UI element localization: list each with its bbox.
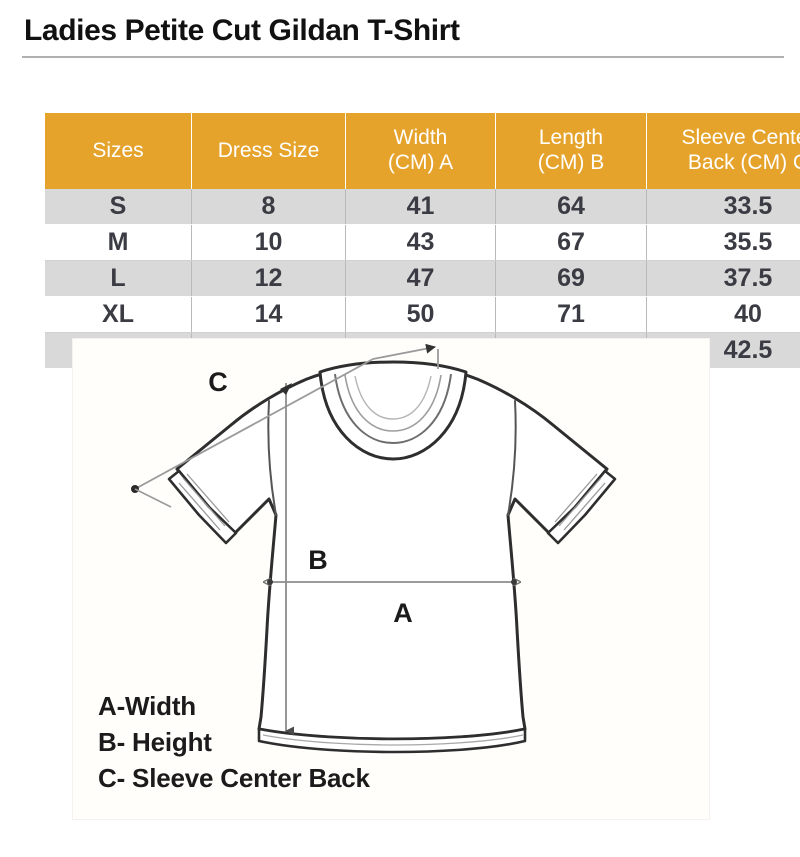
bottom-hem [257, 727, 527, 754]
column-header-dress-size-line1: Dress Size [217, 138, 320, 162]
measurement-legend: A-Width B- Height C- Sleeve Center Back [98, 688, 370, 796]
cell-length: 64 [495, 189, 647, 225]
cell-width: 41 [345, 189, 496, 225]
measure-line-height-b [280, 383, 294, 736]
size-chart-table: Sizes Dress Size Width (CM) A Length (CM… [45, 113, 800, 369]
column-header-sleeve-line1: Sleeve Center [681, 126, 800, 150]
cell-length: 69 [495, 260, 647, 297]
cell-sleeve: 33.5 [646, 189, 800, 225]
page-title: Ladies Petite Cut Gildan T-Shirt [24, 14, 460, 47]
table-row: L 12 47 69 37.5 [45, 260, 800, 297]
column-header-sleeve-line2: Back (CM) C [687, 151, 800, 174]
cell-dress-size: 14 [191, 296, 346, 333]
measure-label-sleeve-c: C [208, 367, 228, 397]
table-header-row: Sizes Dress Size Width (CM) A Length (CM… [45, 113, 800, 189]
cell-width: 43 [345, 224, 496, 261]
legend-item-sleeve: C- Sleeve Center Back [98, 763, 370, 793]
column-header-length: Length (CM) B [495, 113, 647, 189]
shoulder-seams [267, 400, 517, 516]
measure-line-sleeve-c [131, 343, 439, 508]
cell-length: 67 [495, 224, 647, 261]
column-header-width-line1: Width [393, 126, 448, 150]
cell-sleeve: 40 [646, 296, 800, 333]
table-row: M 10 43 67 35.5 [45, 224, 800, 261]
cell-dress-size: 8 [191, 189, 346, 225]
size-chart-table-wrapper: Sizes Dress Size Width (CM) A Length (CM… [22, 56, 800, 369]
column-header-width-line2: (CM) A [387, 151, 454, 174]
measure-line-width-a [267, 579, 517, 585]
cell-sleeve: 37.5 [646, 260, 800, 297]
measure-label-width-a: A [393, 598, 413, 628]
table-header: Sizes Dress Size Width (CM) A Length (CM… [45, 113, 800, 189]
left-sleeve-cuff [167, 469, 238, 545]
right-sleeve-cuff [546, 469, 617, 545]
measurement-diagram-panel: C B A [72, 338, 710, 820]
cell-sleeve: 35.5 [646, 224, 800, 261]
column-header-sizes-line1: Sizes [92, 138, 144, 162]
cell-size: XL [45, 296, 192, 333]
column-header-sizes: Sizes [45, 113, 192, 189]
cell-size: L [45, 260, 192, 297]
cell-size: S [45, 189, 192, 225]
column-header-dress-size: Dress Size [191, 113, 346, 189]
tshirt-diagram-icon: C B A [131, 343, 617, 754]
cell-length: 71 [495, 296, 647, 333]
neck-collar [318, 360, 468, 461]
cell-width: 47 [345, 260, 496, 297]
column-header-length-line2: (CM) B [537, 151, 605, 174]
cell-dress-size: 10 [191, 224, 346, 261]
cell-size: M [45, 224, 192, 261]
table-row: XL 14 50 71 40 [45, 296, 800, 333]
column-header-length-line1: Length [538, 126, 604, 150]
column-header-width: Width (CM) A [345, 113, 496, 189]
legend-item-width: A-Width [98, 691, 196, 721]
cell-width: 50 [345, 296, 496, 333]
cell-dress-size: 12 [191, 260, 346, 297]
legend-item-height: B- Height [98, 727, 212, 757]
measure-label-height-b: B [308, 545, 328, 575]
table-row: S 8 41 64 33.5 [45, 189, 800, 225]
column-header-sleeve-center-back: Sleeve Center Back (CM) C [646, 113, 800, 189]
